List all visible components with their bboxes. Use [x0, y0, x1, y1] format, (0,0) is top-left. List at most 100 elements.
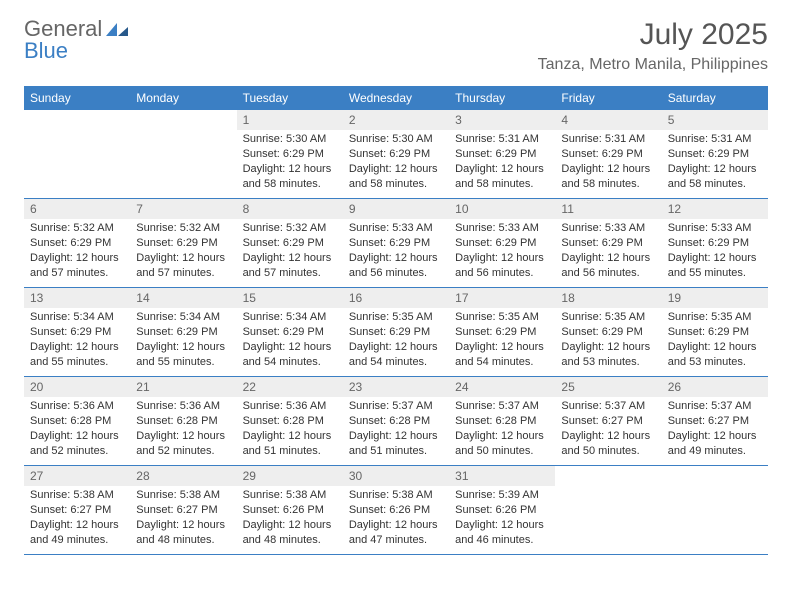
- sunrise-text: Sunrise: 5:31 AM: [455, 132, 549, 147]
- day-cell: 30Sunrise: 5:38 AMSunset: 6:26 PMDayligh…: [343, 466, 449, 554]
- calendar-bottom-border: [24, 554, 768, 555]
- day-body: Sunrise: 5:33 AMSunset: 6:29 PMDaylight:…: [555, 219, 661, 286]
- day-cell: 28Sunrise: 5:38 AMSunset: 6:27 PMDayligh…: [130, 466, 236, 554]
- sunrise-text: Sunrise: 5:35 AM: [561, 310, 655, 325]
- daylight-text: Daylight: 12 hours and 57 minutes.: [243, 251, 337, 281]
- day-body: Sunrise: 5:38 AMSunset: 6:27 PMDaylight:…: [24, 486, 130, 553]
- location-label: Tanza, Metro Manila, Philippines: [538, 56, 768, 74]
- day-cell: [130, 110, 236, 198]
- daylight-text: Daylight: 12 hours and 56 minutes.: [455, 251, 549, 281]
- day-cell: 22Sunrise: 5:36 AMSunset: 6:28 PMDayligh…: [237, 377, 343, 465]
- day-cell: 9Sunrise: 5:33 AMSunset: 6:29 PMDaylight…: [343, 199, 449, 287]
- day-cell: 17Sunrise: 5:35 AMSunset: 6:29 PMDayligh…: [449, 288, 555, 376]
- sunset-text: Sunset: 6:29 PM: [243, 325, 337, 340]
- daylight-text: Daylight: 12 hours and 49 minutes.: [668, 429, 762, 459]
- sunset-text: Sunset: 6:28 PM: [349, 414, 443, 429]
- day-body: Sunrise: 5:31 AMSunset: 6:29 PMDaylight:…: [662, 130, 768, 197]
- day-number: 13: [24, 288, 130, 308]
- day-body: Sunrise: 5:36 AMSunset: 6:28 PMDaylight:…: [24, 397, 130, 464]
- sunset-text: Sunset: 6:29 PM: [349, 236, 443, 251]
- day-body: Sunrise: 5:39 AMSunset: 6:26 PMDaylight:…: [449, 486, 555, 553]
- day-number: 3: [449, 110, 555, 130]
- calendar-grid: SundayMondayTuesdayWednesdayThursdayFrid…: [24, 86, 768, 555]
- sunset-text: Sunset: 6:29 PM: [668, 147, 762, 162]
- logo: General Blue: [24, 18, 128, 62]
- daylight-text: Daylight: 12 hours and 55 minutes.: [668, 251, 762, 281]
- day-body: Sunrise: 5:31 AMSunset: 6:29 PMDaylight:…: [555, 130, 661, 197]
- day-cell: 11Sunrise: 5:33 AMSunset: 6:29 PMDayligh…: [555, 199, 661, 287]
- calendar-page: General Blue July 2025 Tanza, Metro Mani…: [0, 0, 792, 579]
- sunset-text: Sunset: 6:28 PM: [30, 414, 124, 429]
- sunset-text: Sunset: 6:29 PM: [349, 147, 443, 162]
- day-body: Sunrise: 5:32 AMSunset: 6:29 PMDaylight:…: [130, 219, 236, 286]
- daylight-text: Daylight: 12 hours and 52 minutes.: [136, 429, 230, 459]
- sunrise-text: Sunrise: 5:35 AM: [349, 310, 443, 325]
- day-cell: [555, 466, 661, 554]
- day-number: 6: [24, 199, 130, 219]
- sunset-text: Sunset: 6:29 PM: [30, 325, 124, 340]
- month-title: July 2025: [538, 18, 768, 52]
- sunset-text: Sunset: 6:27 PM: [136, 503, 230, 518]
- sunset-text: Sunset: 6:29 PM: [455, 147, 549, 162]
- day-cell: 19Sunrise: 5:35 AMSunset: 6:29 PMDayligh…: [662, 288, 768, 376]
- day-body: Sunrise: 5:30 AMSunset: 6:29 PMDaylight:…: [237, 130, 343, 197]
- day-cell: 23Sunrise: 5:37 AMSunset: 6:28 PMDayligh…: [343, 377, 449, 465]
- dow-header-row: SundayMondayTuesdayWednesdayThursdayFrid…: [24, 87, 768, 109]
- sunrise-text: Sunrise: 5:32 AM: [30, 221, 124, 236]
- dow-cell: Friday: [555, 87, 661, 109]
- sunrise-text: Sunrise: 5:33 AM: [561, 221, 655, 236]
- daylight-text: Daylight: 12 hours and 58 minutes.: [668, 162, 762, 192]
- sunrise-text: Sunrise: 5:36 AM: [30, 399, 124, 414]
- week-row: 13Sunrise: 5:34 AMSunset: 6:29 PMDayligh…: [24, 287, 768, 376]
- day-number: 11: [555, 199, 661, 219]
- daylight-text: Daylight: 12 hours and 52 minutes.: [30, 429, 124, 459]
- day-number: 23: [343, 377, 449, 397]
- day-cell: 24Sunrise: 5:37 AMSunset: 6:28 PMDayligh…: [449, 377, 555, 465]
- sunset-text: Sunset: 6:26 PM: [243, 503, 337, 518]
- sunset-text: Sunset: 6:28 PM: [243, 414, 337, 429]
- dow-cell: Tuesday: [237, 87, 343, 109]
- day-body: Sunrise: 5:35 AMSunset: 6:29 PMDaylight:…: [449, 308, 555, 375]
- sunrise-text: Sunrise: 5:38 AM: [243, 488, 337, 503]
- sunset-text: Sunset: 6:26 PM: [349, 503, 443, 518]
- daylight-text: Daylight: 12 hours and 58 minutes.: [455, 162, 549, 192]
- daylight-text: Daylight: 12 hours and 58 minutes.: [243, 162, 337, 192]
- daylight-text: Daylight: 12 hours and 53 minutes.: [668, 340, 762, 370]
- daylight-text: Daylight: 12 hours and 53 minutes.: [561, 340, 655, 370]
- day-cell: 29Sunrise: 5:38 AMSunset: 6:26 PMDayligh…: [237, 466, 343, 554]
- day-body: Sunrise: 5:38 AMSunset: 6:26 PMDaylight:…: [237, 486, 343, 553]
- sunset-text: Sunset: 6:28 PM: [136, 414, 230, 429]
- daylight-text: Daylight: 12 hours and 54 minutes.: [455, 340, 549, 370]
- sunrise-text: Sunrise: 5:32 AM: [243, 221, 337, 236]
- day-number: 30: [343, 466, 449, 486]
- day-number: 31: [449, 466, 555, 486]
- sunrise-text: Sunrise: 5:36 AM: [136, 399, 230, 414]
- day-cell: 1Sunrise: 5:30 AMSunset: 6:29 PMDaylight…: [237, 110, 343, 198]
- daylight-text: Daylight: 12 hours and 50 minutes.: [561, 429, 655, 459]
- day-body: Sunrise: 5:34 AMSunset: 6:29 PMDaylight:…: [237, 308, 343, 375]
- day-body: Sunrise: 5:37 AMSunset: 6:27 PMDaylight:…: [555, 397, 661, 464]
- sunrise-text: Sunrise: 5:34 AM: [243, 310, 337, 325]
- sunrise-text: Sunrise: 5:37 AM: [561, 399, 655, 414]
- day-number: 25: [555, 377, 661, 397]
- day-body: Sunrise: 5:31 AMSunset: 6:29 PMDaylight:…: [449, 130, 555, 197]
- daylight-text: Daylight: 12 hours and 48 minutes.: [243, 518, 337, 548]
- day-number: 5: [662, 110, 768, 130]
- dow-cell: Sunday: [24, 87, 130, 109]
- day-body: Sunrise: 5:34 AMSunset: 6:29 PMDaylight:…: [24, 308, 130, 375]
- dow-cell: Thursday: [449, 87, 555, 109]
- day-number: 20: [24, 377, 130, 397]
- day-body: Sunrise: 5:30 AMSunset: 6:29 PMDaylight:…: [343, 130, 449, 197]
- sunrise-text: Sunrise: 5:37 AM: [455, 399, 549, 414]
- day-cell: 10Sunrise: 5:33 AMSunset: 6:29 PMDayligh…: [449, 199, 555, 287]
- day-number: 26: [662, 377, 768, 397]
- daylight-text: Daylight: 12 hours and 57 minutes.: [30, 251, 124, 281]
- day-number: 4: [555, 110, 661, 130]
- sunset-text: Sunset: 6:27 PM: [561, 414, 655, 429]
- daylight-text: Daylight: 12 hours and 54 minutes.: [243, 340, 337, 370]
- day-number: 22: [237, 377, 343, 397]
- sunrise-text: Sunrise: 5:34 AM: [30, 310, 124, 325]
- week-row: 20Sunrise: 5:36 AMSunset: 6:28 PMDayligh…: [24, 376, 768, 465]
- day-body: Sunrise: 5:34 AMSunset: 6:29 PMDaylight:…: [130, 308, 236, 375]
- dow-cell: Saturday: [662, 87, 768, 109]
